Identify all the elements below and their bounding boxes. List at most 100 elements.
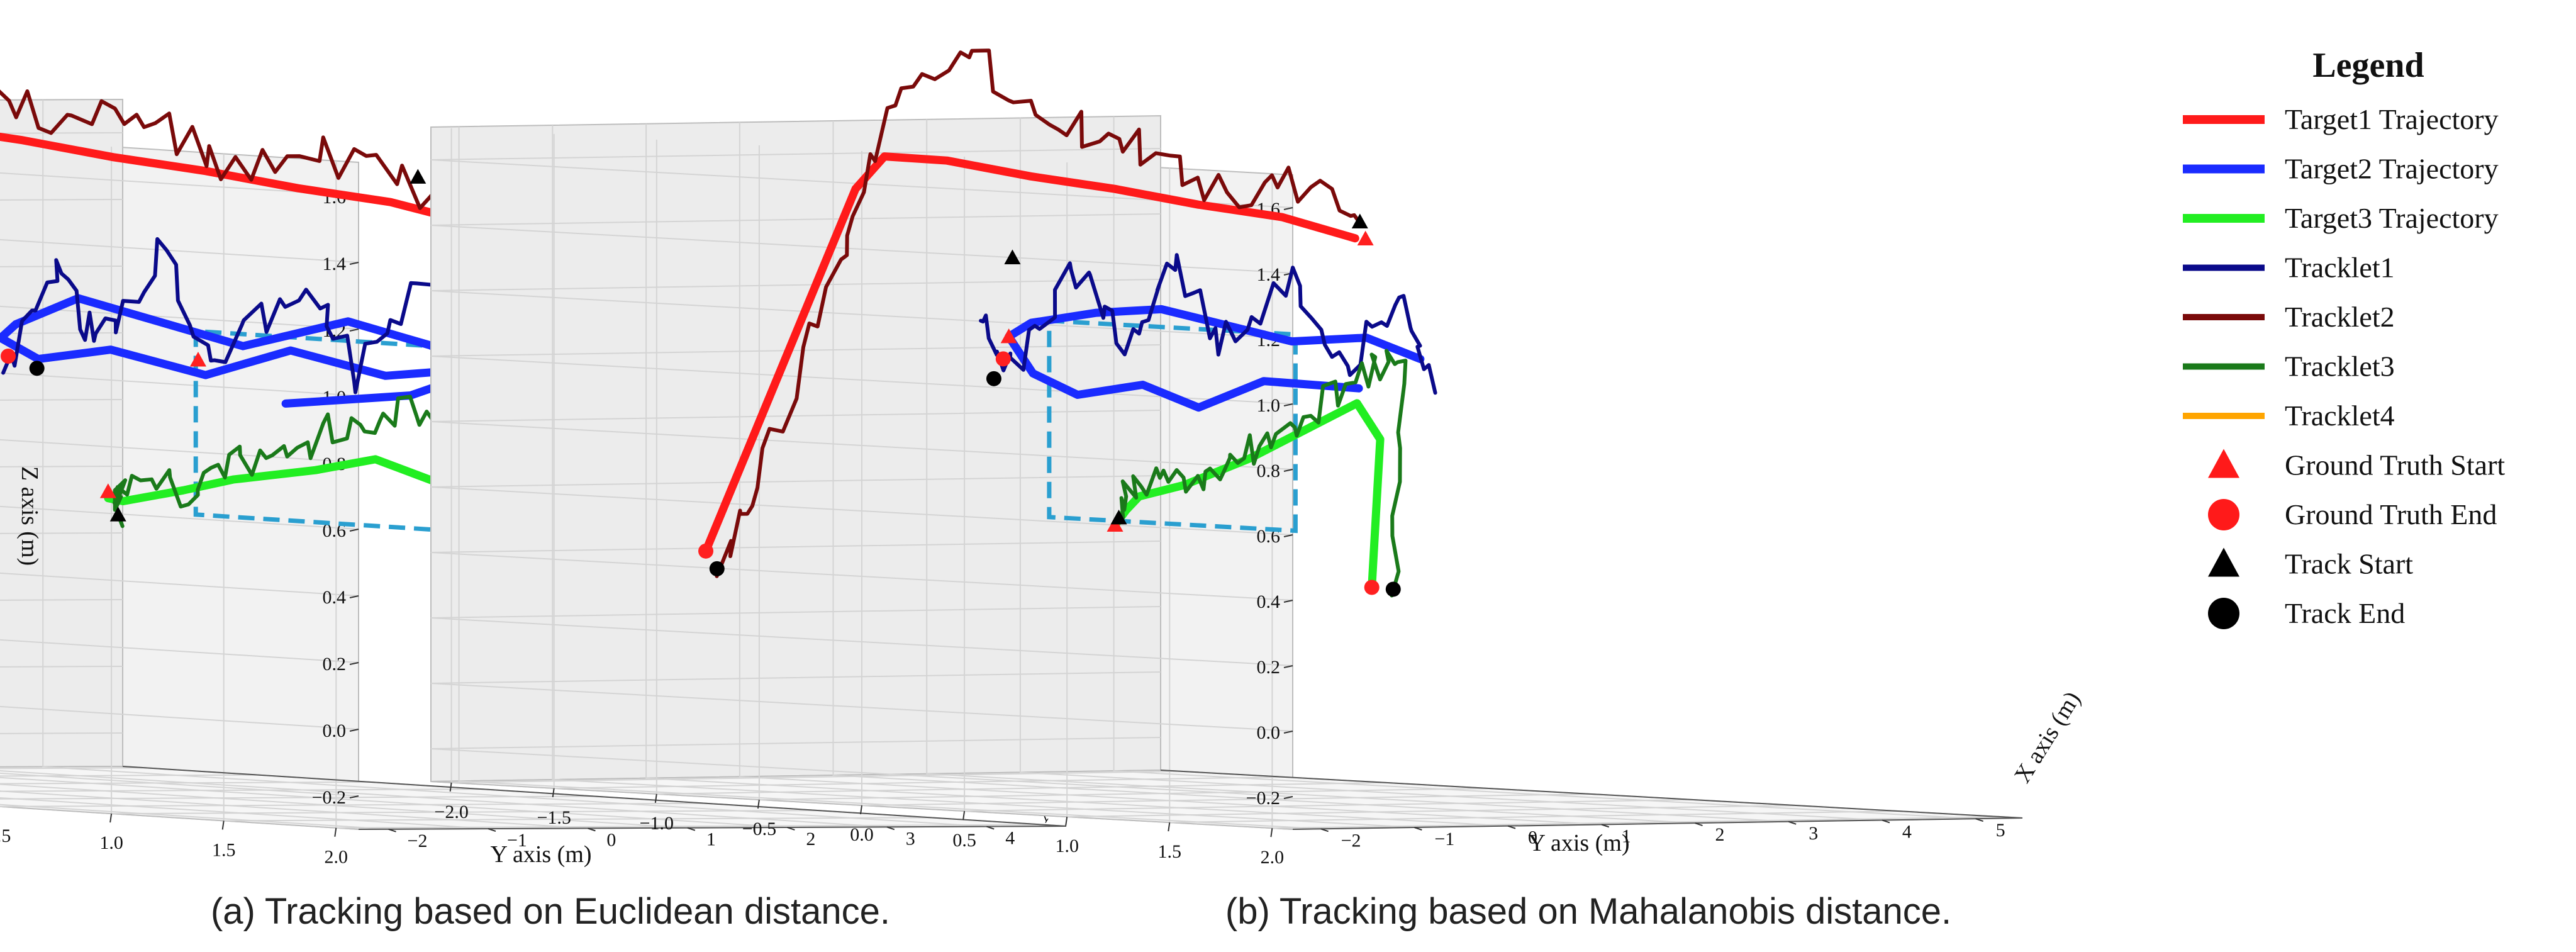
y-gridline	[1271, 174, 2002, 829]
x-gridline	[645, 123, 1508, 827]
y-axis-line	[122, 766, 1067, 827]
z-gridline	[430, 279, 1293, 339]
legend-item-label: Target1 Trajectory	[2285, 103, 2499, 135]
y-tick-mark	[1168, 822, 1171, 832]
y-gridline	[223, 154, 932, 822]
z-tick-mark	[349, 529, 359, 532]
x-tick-mark	[1414, 827, 1422, 831]
legend: Legend Target1 Trajectory Target2 Traject…	[2183, 46, 2505, 629]
panel-a-euclidean: −2 −1 0 1 2 3 4 2.0 1.5 1.0 0.5 0.0 −0.5 −1.0 −1.5 −2.0…	[0, 89, 1105, 868]
z-axis-label: Z axis (m)	[16, 466, 43, 566]
z-tick-mark	[349, 328, 359, 332]
x-gridline	[552, 125, 1415, 828]
x-tick-label: 3	[906, 828, 915, 849]
z-tick-mark	[1283, 534, 1293, 537]
y-tick-label: 0.5	[952, 830, 976, 851]
z-gridline	[430, 410, 1293, 470]
y-tick-label: 0.5	[0, 826, 11, 846]
y-tick-label: −1.5	[537, 807, 571, 828]
x-gridline	[0, 770, 887, 828]
y-tick-mark	[1065, 816, 1068, 826]
x-tick-label: 3	[1809, 823, 1818, 844]
x-tick-label: 0	[1528, 827, 1537, 848]
x-gridline	[1019, 118, 1882, 821]
x-tick-mark	[1975, 818, 1983, 822]
y-tick-label: −2.0	[434, 802, 468, 822]
x-tick-label: −1	[507, 830, 527, 851]
legend-swatch-circle	[2208, 598, 2239, 629]
z-tick-label: 0.2	[323, 654, 347, 675]
x-tick-label: 4	[1005, 828, 1015, 849]
x-tick-mark	[1695, 822, 1703, 827]
y-gridline	[0, 795, 595, 800]
z-tick-mark	[349, 262, 359, 265]
gt-start-marker	[1357, 230, 1374, 245]
y-gridline	[1169, 168, 1900, 824]
legend-item-label: Track Start	[2285, 548, 2413, 580]
y-gridline	[335, 160, 1044, 829]
x-gridline	[0, 783, 688, 829]
x-tick-mark	[1788, 820, 1797, 825]
x-gridline	[458, 126, 1321, 830]
y-tick-label: 2.0	[325, 847, 348, 868]
track-start-marker	[410, 169, 427, 184]
z-tick-label: 0.4	[1257, 591, 1281, 612]
y-tick-label: 1.5	[212, 839, 236, 860]
gt-end-marker	[698, 543, 714, 559]
y-gridline	[0, 781, 370, 785]
legend-item-label: Tracklet4	[2285, 400, 2395, 432]
y-tick-mark	[449, 782, 452, 792]
z-gridline	[430, 213, 1293, 274]
x-tick-label: −1	[1434, 829, 1454, 849]
y-gridline	[111, 147, 820, 815]
caption-a: (a) Tracking based on Euclidean distance…	[211, 891, 890, 932]
z-gridline	[430, 540, 1293, 601]
z-tick-label: 1.0	[1257, 395, 1281, 416]
z-tick-mark	[1283, 600, 1293, 603]
z-tick-label: 0.4	[323, 587, 347, 608]
y-tick-mark	[757, 799, 760, 809]
x-tick-mark	[488, 828, 496, 832]
x-tick-mark	[787, 827, 795, 831]
track-start-marker	[1351, 213, 1368, 228]
x-axis-line	[358, 826, 1067, 830]
z-gridline	[0, 199, 359, 263]
x-tick-label: 0	[606, 829, 616, 850]
y-gridline	[964, 157, 1695, 812]
x-tick-mark	[687, 827, 696, 831]
x-tick-label: −2	[408, 831, 428, 851]
z-gridline	[430, 344, 1293, 405]
legend-item-label: Track End	[2285, 597, 2405, 629]
y-tick-mark	[962, 810, 966, 820]
x-tick-label: −2	[1341, 830, 1361, 851]
z-gridline	[0, 332, 359, 396]
x-tick-mark	[1320, 828, 1329, 832]
z-tick-label: −0.2	[312, 787, 346, 808]
x-gridline	[926, 119, 1789, 822]
y-gridline	[0, 788, 482, 792]
x-tick-label: 1	[1622, 826, 1631, 846]
y-tick-mark	[334, 827, 337, 837]
y-gridline	[0, 774, 258, 777]
z-tick-mark	[1283, 469, 1293, 472]
series-tracklet2	[0, 89, 436, 210]
x-tick-mark	[1882, 819, 1890, 824]
x-tick-label: 2	[1715, 824, 1724, 845]
x-tick-label: 4	[1902, 821, 1912, 842]
z-tick-label: 1.4	[323, 254, 347, 274]
z-gridline	[0, 732, 359, 797]
z-gridline	[430, 737, 1293, 797]
x-tick-mark	[986, 826, 995, 830]
y-tick-label: 0.0	[850, 824, 874, 845]
track-end-marker	[29, 361, 45, 376]
legend-item-label: Target3 Trajectory	[2285, 202, 2499, 234]
y-tick-mark	[860, 805, 862, 815]
z-gridline	[430, 671, 1293, 732]
y-tick-mark	[221, 820, 225, 830]
x-tick-mark	[886, 826, 895, 831]
legend-swatch-circle	[2208, 499, 2239, 530]
x-tick-mark	[1601, 824, 1610, 828]
track-start-marker	[1110, 509, 1127, 525]
z-gridline	[0, 399, 359, 463]
